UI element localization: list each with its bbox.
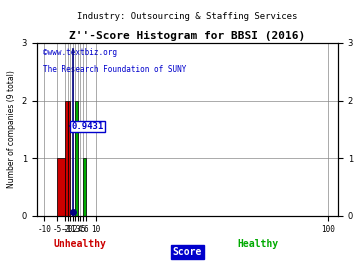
Bar [75,100,78,216]
Text: Unhealthy: Unhealthy [53,239,106,249]
Text: Score: Score [172,247,202,257]
Title: Z''-Score Histogram for BBSI (2016): Z''-Score Histogram for BBSI (2016) [69,31,305,41]
Text: ©www.textbiz.org: ©www.textbiz.org [42,48,117,57]
Bar [65,100,68,216]
Text: Industry: Outsourcing & Staffing Services: Industry: Outsourcing & Staffing Service… [77,12,297,21]
Bar [68,100,70,216]
Text: The Research Foundation of SUNY: The Research Foundation of SUNY [42,65,186,75]
Text: Healthy: Healthy [238,239,279,249]
Text: 0.9431: 0.9431 [72,122,104,131]
Bar [83,158,86,216]
Y-axis label: Number of companies (9 total): Number of companies (9 total) [7,70,16,188]
Bar [57,158,65,216]
